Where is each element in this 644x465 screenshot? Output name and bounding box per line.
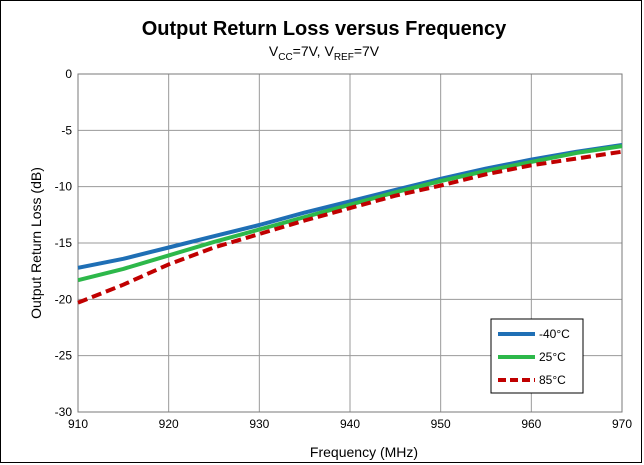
- x-tick-label: 960: [521, 417, 541, 431]
- x-tick-label: 950: [431, 417, 451, 431]
- y-tick-label: -15: [55, 236, 73, 250]
- x-tick-label: 930: [249, 417, 269, 431]
- legend-items: -40°C 25°C 85°C: [498, 327, 570, 387]
- x-tick-label: 940: [340, 417, 360, 431]
- subtitle-v1: V: [269, 43, 279, 59]
- y-tick-label: -10: [55, 180, 73, 194]
- tick-layer: 910 920 930 940 950 960 970 0 -5 -10 -15 -20 -25 -30: [55, 67, 633, 431]
- y-tick-label: -20: [55, 292, 73, 306]
- x-tick-label: 920: [159, 417, 179, 431]
- x-axis-label: Frequency (MHz): [310, 444, 418, 460]
- subtitle-v1-rest: =7V, V: [293, 43, 335, 59]
- y-tick-label: -25: [55, 349, 73, 363]
- subtitle-v1-sub: CC: [278, 52, 292, 63]
- legend: -40°C 25°C 85°C: [490, 318, 584, 394]
- chart-subtitle: VCC=7V, VREF=7V: [269, 43, 380, 63]
- series-line: [77, 143, 623, 270]
- x-tick-label: 970: [612, 417, 632, 431]
- series-line: [77, 144, 623, 283]
- legend-label: 85°C: [539, 373, 566, 387]
- legend-label: -40°C: [539, 327, 570, 341]
- plot-area-border: [77, 73, 623, 413]
- chart-title: Output Return Loss versus Frequency: [142, 18, 507, 40]
- legend-label: 25°C: [539, 350, 566, 364]
- grid-layer: [77, 73, 623, 413]
- y-tick-label: -30: [55, 405, 73, 419]
- y-tick-label: -5: [61, 123, 72, 137]
- series-layer: [77, 143, 623, 305]
- subtitle-v2-rest: =7V: [354, 43, 380, 59]
- subtitle-v2-sub: REF: [334, 52, 354, 63]
- y-axis-label: Output Return Loss (dB): [28, 167, 44, 319]
- series-line: [77, 149, 623, 305]
- y-tick-label: 0: [65, 67, 72, 81]
- x-tick-label: 910: [68, 417, 88, 431]
